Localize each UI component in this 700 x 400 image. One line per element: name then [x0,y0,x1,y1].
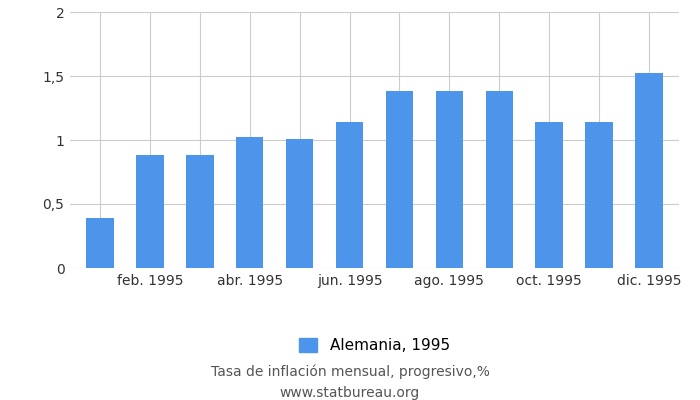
Bar [435,91,463,268]
Bar [236,138,263,268]
Bar [86,218,113,268]
Bar [336,122,363,268]
Bar [136,155,164,268]
Bar [286,139,314,268]
Bar [486,91,513,268]
Text: Tasa de inflación mensual, progresivo,%
www.statbureau.org: Tasa de inflación mensual, progresivo,% … [211,364,489,400]
Bar [186,155,214,268]
Bar [636,74,663,268]
Bar [585,122,613,268]
Legend: Alemania, 1995: Alemania, 1995 [293,332,456,359]
Bar [386,91,413,268]
Bar [536,122,563,268]
